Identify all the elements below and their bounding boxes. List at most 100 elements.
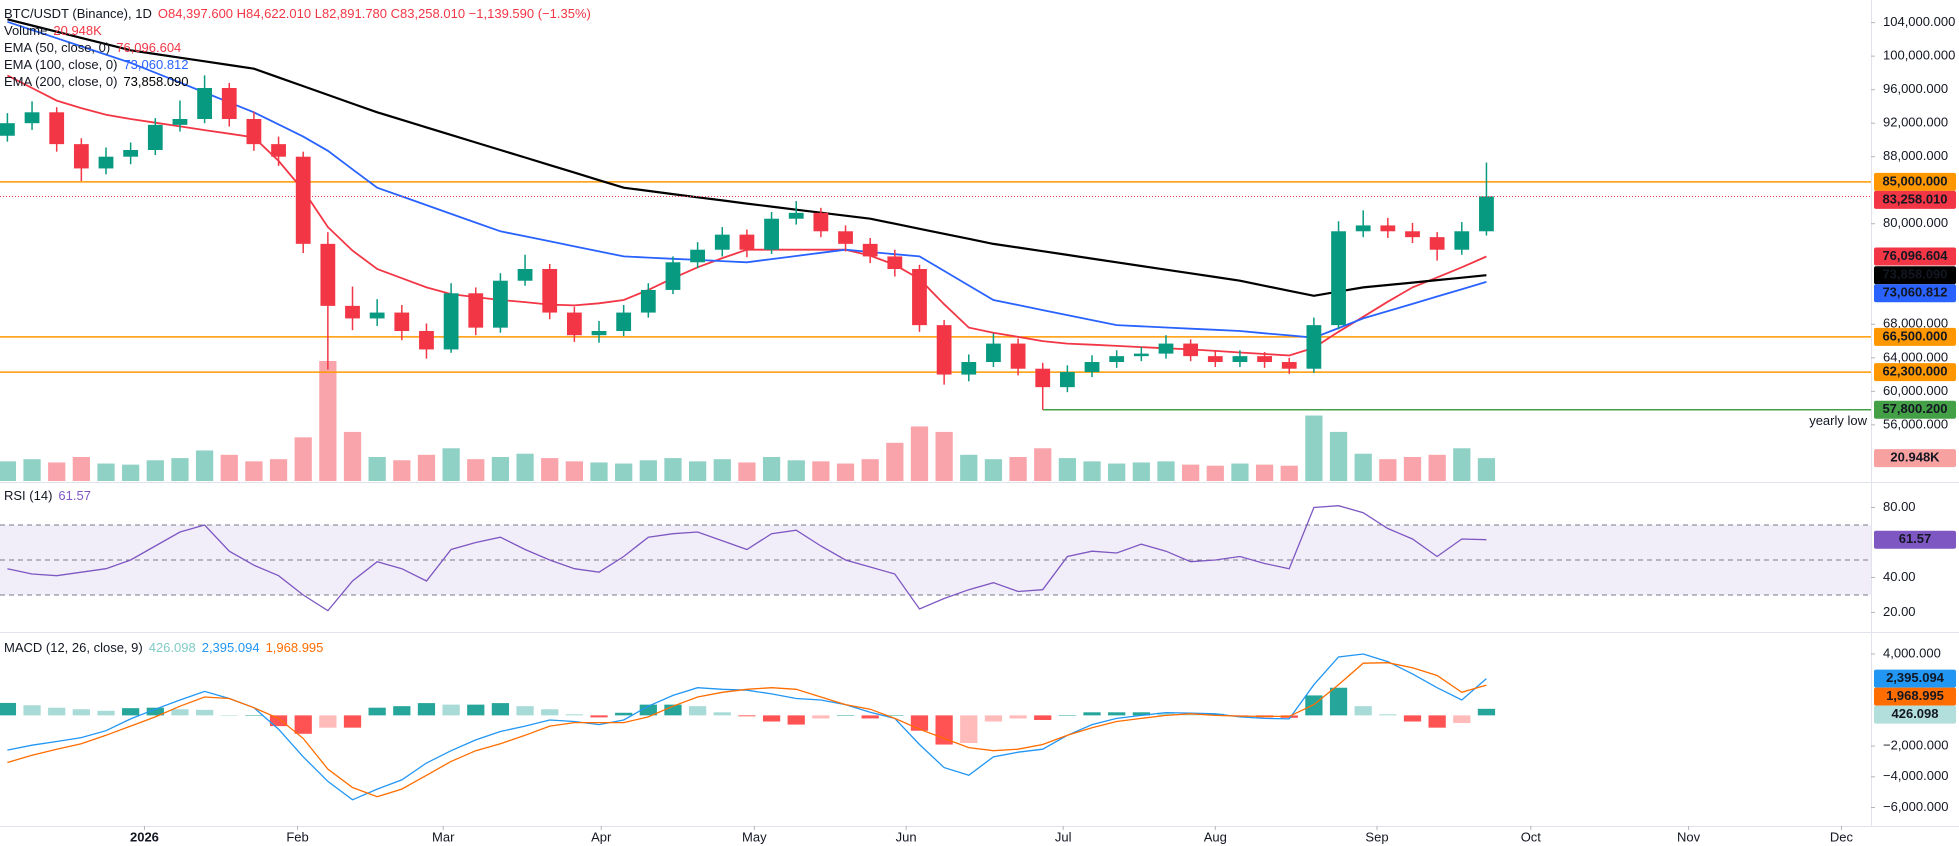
macd-histogram-bar <box>762 715 781 722</box>
macd-histogram-bar <box>713 712 731 716</box>
volume-bar <box>1329 431 1348 481</box>
volume-bar <box>23 459 41 481</box>
y-tick-label: −6,000.000 <box>1883 799 1948 814</box>
macd-histogram-bar <box>984 715 1003 722</box>
candle-body <box>98 156 114 169</box>
x-tick-label: Jul <box>1055 829 1072 844</box>
y-tick-label: 80.00 <box>1883 499 1916 514</box>
candle-body <box>468 293 484 328</box>
price-label-box <box>1874 363 1956 382</box>
y-tick-label: 64,000.000 <box>1883 349 1948 364</box>
candle-body <box>345 305 360 319</box>
macd-histogram-bar <box>442 704 460 716</box>
macd-histogram-bar <box>417 703 436 716</box>
x-tick-label: Aug <box>1204 829 1227 844</box>
macd-histogram-bar <box>664 704 682 716</box>
macd-histogram-bar <box>195 709 214 716</box>
macd-histogram-bar <box>1403 715 1422 722</box>
legend-text: EMA (200, close, 0) <box>4 74 117 89</box>
macd-histogram-bar <box>565 714 583 716</box>
price-label: 66,500.000 <box>1882 328 1947 343</box>
candle-body <box>1084 362 1100 373</box>
volume-bar <box>1231 463 1249 481</box>
macd-histogram-bar <box>1206 713 1224 716</box>
volume-bar <box>615 463 633 481</box>
candle-body <box>172 118 188 125</box>
volume-bar <box>1058 458 1077 481</box>
volume-bar <box>984 459 1003 481</box>
volume-bar <box>590 462 608 481</box>
legend-text: 20.948K <box>53 23 102 38</box>
candle-body <box>739 234 755 250</box>
x-tick-label: Oct <box>1521 829 1542 844</box>
legend-text: EMA (100, close, 0) <box>4 57 117 72</box>
macd-histogram-bar <box>491 703 510 716</box>
y-tick-label: 40.00 <box>1883 569 1916 584</box>
macd-line <box>7 662 1487 798</box>
y-tick-label: 80,000.000 <box>1883 215 1948 230</box>
candle-body <box>788 212 804 219</box>
candle-body <box>0 123 15 136</box>
candle-body <box>1429 237 1445 250</box>
volume-bar <box>516 453 534 481</box>
candle-body <box>443 293 459 350</box>
candle-body <box>862 243 878 257</box>
macd-histogram-bar <box>467 704 485 716</box>
volume-bar <box>713 459 731 481</box>
macd-histogram-bar <box>1453 715 1471 724</box>
macd-histogram-bar <box>171 709 189 716</box>
volume-bar <box>1255 464 1274 481</box>
volume-bar <box>245 461 263 481</box>
volume-bar <box>368 457 386 481</box>
legend-text: 73,060.812 <box>123 57 188 72</box>
candle-body <box>936 325 952 375</box>
candle-body <box>1281 362 1297 369</box>
candle-body <box>542 268 558 313</box>
candle-body <box>1133 353 1149 357</box>
x-tick-label: May <box>742 829 767 844</box>
candle-body <box>887 256 903 269</box>
volume-bar <box>220 454 238 481</box>
macd-histogram-bar <box>1428 715 1446 728</box>
price-label: 1,968.995 <box>1886 688 1944 703</box>
candle-body <box>616 312 632 332</box>
price-label: 2,395.094 <box>1886 670 1945 685</box>
macd-histogram-bar <box>1157 712 1175 716</box>
macd-histogram-bar <box>269 715 288 727</box>
volume-bar <box>541 458 559 481</box>
price-label-box <box>1874 669 1956 688</box>
volume-bar <box>417 454 436 481</box>
macd-histogram-bar <box>393 706 411 716</box>
y-tick-label: 104,000.000 <box>1883 14 1955 29</box>
volume-bar <box>0 461 17 481</box>
macd-histogram-bar <box>1009 715 1027 719</box>
macd-histogram-bar <box>688 706 707 716</box>
volume-bar <box>762 457 781 481</box>
price-label-box <box>1874 172 1956 191</box>
legend-text: MACD (12, 26, close, 9) <box>4 640 143 655</box>
macd-histogram-bar <box>368 707 386 716</box>
volume-bar <box>467 459 485 481</box>
x-tick-label: Sep <box>1365 829 1388 844</box>
price-label-box <box>1874 190 1956 209</box>
legend-row: RSI (14) 61.57 <box>4 488 91 503</box>
volume-bar <box>97 463 115 481</box>
macd-histogram-bar <box>1058 715 1077 716</box>
macd-histogram-bar <box>97 710 115 716</box>
price-label-box <box>1874 247 1956 266</box>
macd-histogram-bar <box>910 715 929 731</box>
volume-bar <box>1206 465 1224 481</box>
price-label-box <box>1874 449 1956 468</box>
price-label-box <box>1874 400 1956 419</box>
macd-histogram-bar <box>812 715 830 719</box>
macd-histogram-bar <box>615 712 633 716</box>
x-tick-label: 2026 <box>130 829 159 844</box>
symbol: BTC/USDT (Binance), 1D <box>4 6 152 21</box>
macd-histogram-bar <box>886 715 904 716</box>
volume-bar <box>1034 448 1052 481</box>
volume-bar <box>122 464 140 481</box>
candle-body <box>690 249 706 263</box>
volume-bar <box>1280 465 1298 481</box>
volume-bar <box>910 426 929 481</box>
